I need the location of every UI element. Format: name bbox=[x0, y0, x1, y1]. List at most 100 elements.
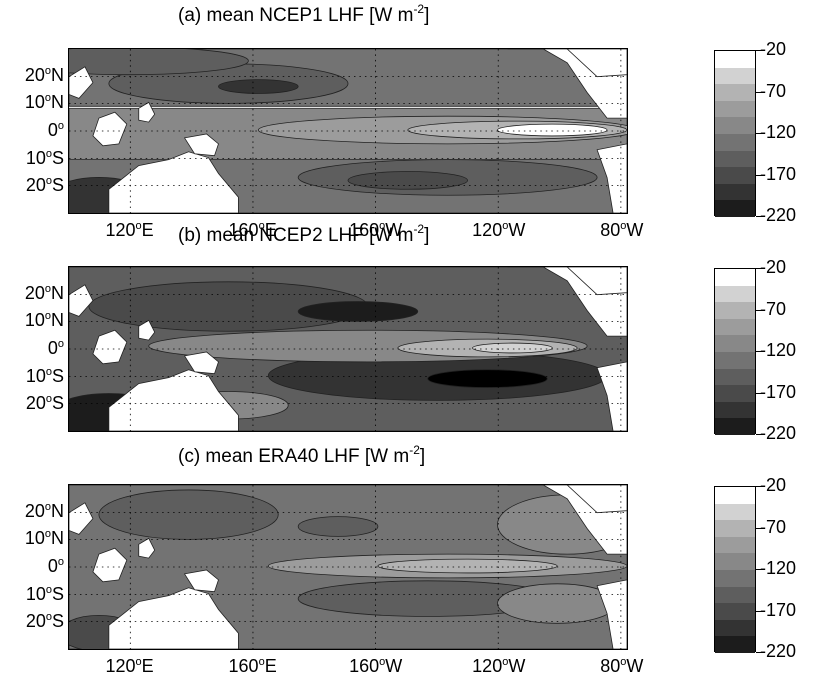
y-tick-label: 10oS bbox=[25, 147, 64, 168]
contour-north-core bbox=[297, 301, 419, 322]
colorbar-tick-label: -20 bbox=[760, 475, 787, 495]
colorbar-band bbox=[715, 487, 755, 505]
colorbar-band bbox=[715, 401, 755, 419]
land-south-america bbox=[596, 579, 627, 649]
map-plot-area bbox=[68, 266, 628, 432]
colorbar-band bbox=[715, 117, 755, 135]
colorbar-tick bbox=[756, 91, 762, 93]
y-tick-label: 10oN bbox=[24, 528, 64, 549]
colorbar-tick bbox=[756, 50, 762, 51]
colorbar-tick-label: -120 bbox=[760, 558, 797, 578]
colorbar-tick-label: -120 bbox=[760, 122, 797, 142]
land-asia bbox=[69, 66, 94, 99]
x-tick-label: 160oW bbox=[349, 220, 403, 240]
x-tick-label: 80oW bbox=[600, 220, 644, 240]
colorbar bbox=[714, 50, 756, 218]
x-tick-label: 160oE bbox=[228, 220, 277, 240]
colorbar-tick-label: -120 bbox=[760, 340, 797, 360]
y-tick-label: 20oN bbox=[24, 282, 64, 303]
colorbar-tick-label: -220 bbox=[760, 641, 797, 661]
contour-cold-tongue-core bbox=[472, 342, 553, 354]
colorbar-band bbox=[715, 167, 755, 185]
y-tick-label: 0o bbox=[47, 120, 64, 140]
land-asia bbox=[69, 502, 94, 535]
colorbar-band bbox=[715, 335, 755, 353]
colorbar-band bbox=[715, 503, 755, 521]
colorbar-tick bbox=[756, 216, 762, 217]
colorbar-band bbox=[715, 368, 755, 386]
contour-north-core bbox=[297, 516, 379, 537]
y-tick-label: 10oS bbox=[25, 583, 64, 604]
colorbar-tick bbox=[756, 268, 762, 269]
colorbar-band bbox=[715, 200, 755, 218]
colorbar-band bbox=[715, 134, 755, 152]
land-new-guinea bbox=[183, 133, 219, 157]
colorbar-band bbox=[715, 603, 755, 621]
y-tick-label: 10oS bbox=[25, 365, 64, 386]
colorbar-band bbox=[715, 553, 755, 571]
colorbar-band bbox=[715, 318, 755, 336]
panel-title-close: ] bbox=[424, 5, 430, 26]
colorbar-tick bbox=[756, 133, 762, 134]
y-tick-label: 10oN bbox=[24, 92, 64, 113]
land-australia bbox=[108, 151, 239, 213]
y-tick-label: 20oS bbox=[25, 175, 64, 196]
land-south-america bbox=[596, 361, 627, 431]
lhf-contour-map bbox=[69, 485, 627, 649]
colorbar-band bbox=[715, 636, 755, 654]
panel-title-close: ] bbox=[424, 225, 430, 246]
land-new-guinea bbox=[183, 569, 219, 593]
y-tick-label: 20oS bbox=[25, 393, 64, 414]
contour-nw-band bbox=[69, 49, 249, 76]
colorbar-tick-label: -220 bbox=[760, 423, 797, 443]
colorbar-band bbox=[715, 352, 755, 370]
panel-title: (a) mean NCEP1 LHF [W m-2] bbox=[178, 2, 429, 27]
colorbar-tick bbox=[756, 392, 762, 394]
colorbar-band bbox=[715, 586, 755, 604]
y-tick-label: 0o bbox=[47, 556, 64, 576]
colorbar-tick-label: -170 bbox=[760, 599, 797, 620]
panel-title-close: ] bbox=[419, 446, 426, 467]
colorbar-tick bbox=[756, 652, 762, 653]
y-tick-label: 20oN bbox=[24, 64, 64, 85]
colorbar-tick-label: -170 bbox=[760, 163, 797, 184]
panel-title-text: (c) mean ERA40 LHF [W m bbox=[178, 446, 410, 467]
y-tick-label: 20oS bbox=[25, 611, 64, 632]
colorbar-band bbox=[715, 269, 755, 287]
land-australia bbox=[108, 369, 239, 431]
colorbar-band bbox=[715, 520, 755, 538]
colorbar-band bbox=[715, 84, 755, 102]
panel-title: (b) mean NCEP2 LHF [W m-2] bbox=[178, 222, 429, 247]
x-tick-label: 120oE bbox=[105, 220, 154, 240]
colorbar-tick-label: -70 bbox=[760, 80, 787, 101]
map-plot-area bbox=[68, 48, 628, 214]
land-borneo bbox=[92, 329, 128, 365]
panel-title-text: (a) mean NCEP1 LHF [W m bbox=[178, 5, 414, 26]
land-mexico bbox=[566, 267, 627, 296]
contour-south-core bbox=[347, 171, 468, 190]
land-mexico bbox=[566, 49, 627, 78]
colorbar-tick bbox=[756, 569, 762, 570]
colorbar-band bbox=[715, 302, 755, 320]
land-south-america bbox=[596, 143, 627, 213]
x-tick-label: 80oW bbox=[600, 656, 644, 676]
colorbar-tick-label: -70 bbox=[760, 298, 787, 319]
colorbar-tick-label: -220 bbox=[760, 205, 797, 225]
map-plot-area bbox=[68, 484, 628, 650]
colorbar-tick bbox=[756, 309, 762, 311]
panel-title-text: (b) mean NCEP2 LHF [W m bbox=[178, 225, 414, 246]
x-tick-label: 120oW bbox=[472, 220, 526, 240]
y-tick-label: 10oN bbox=[24, 310, 64, 331]
panel-title-exponent: -2 bbox=[413, 222, 425, 236]
contour-south-core bbox=[427, 369, 548, 388]
colorbar-band bbox=[715, 150, 755, 168]
colorbar bbox=[714, 268, 756, 436]
colorbar-tick bbox=[756, 610, 762, 612]
y-tick-label: 0o bbox=[47, 338, 64, 358]
colorbar-tick bbox=[756, 174, 762, 176]
colorbar-band bbox=[715, 51, 755, 69]
colorbar-tick bbox=[756, 434, 762, 435]
colorbar-band bbox=[715, 183, 755, 201]
colorbar bbox=[714, 486, 756, 654]
y-tick-label: 20oN bbox=[24, 500, 64, 521]
